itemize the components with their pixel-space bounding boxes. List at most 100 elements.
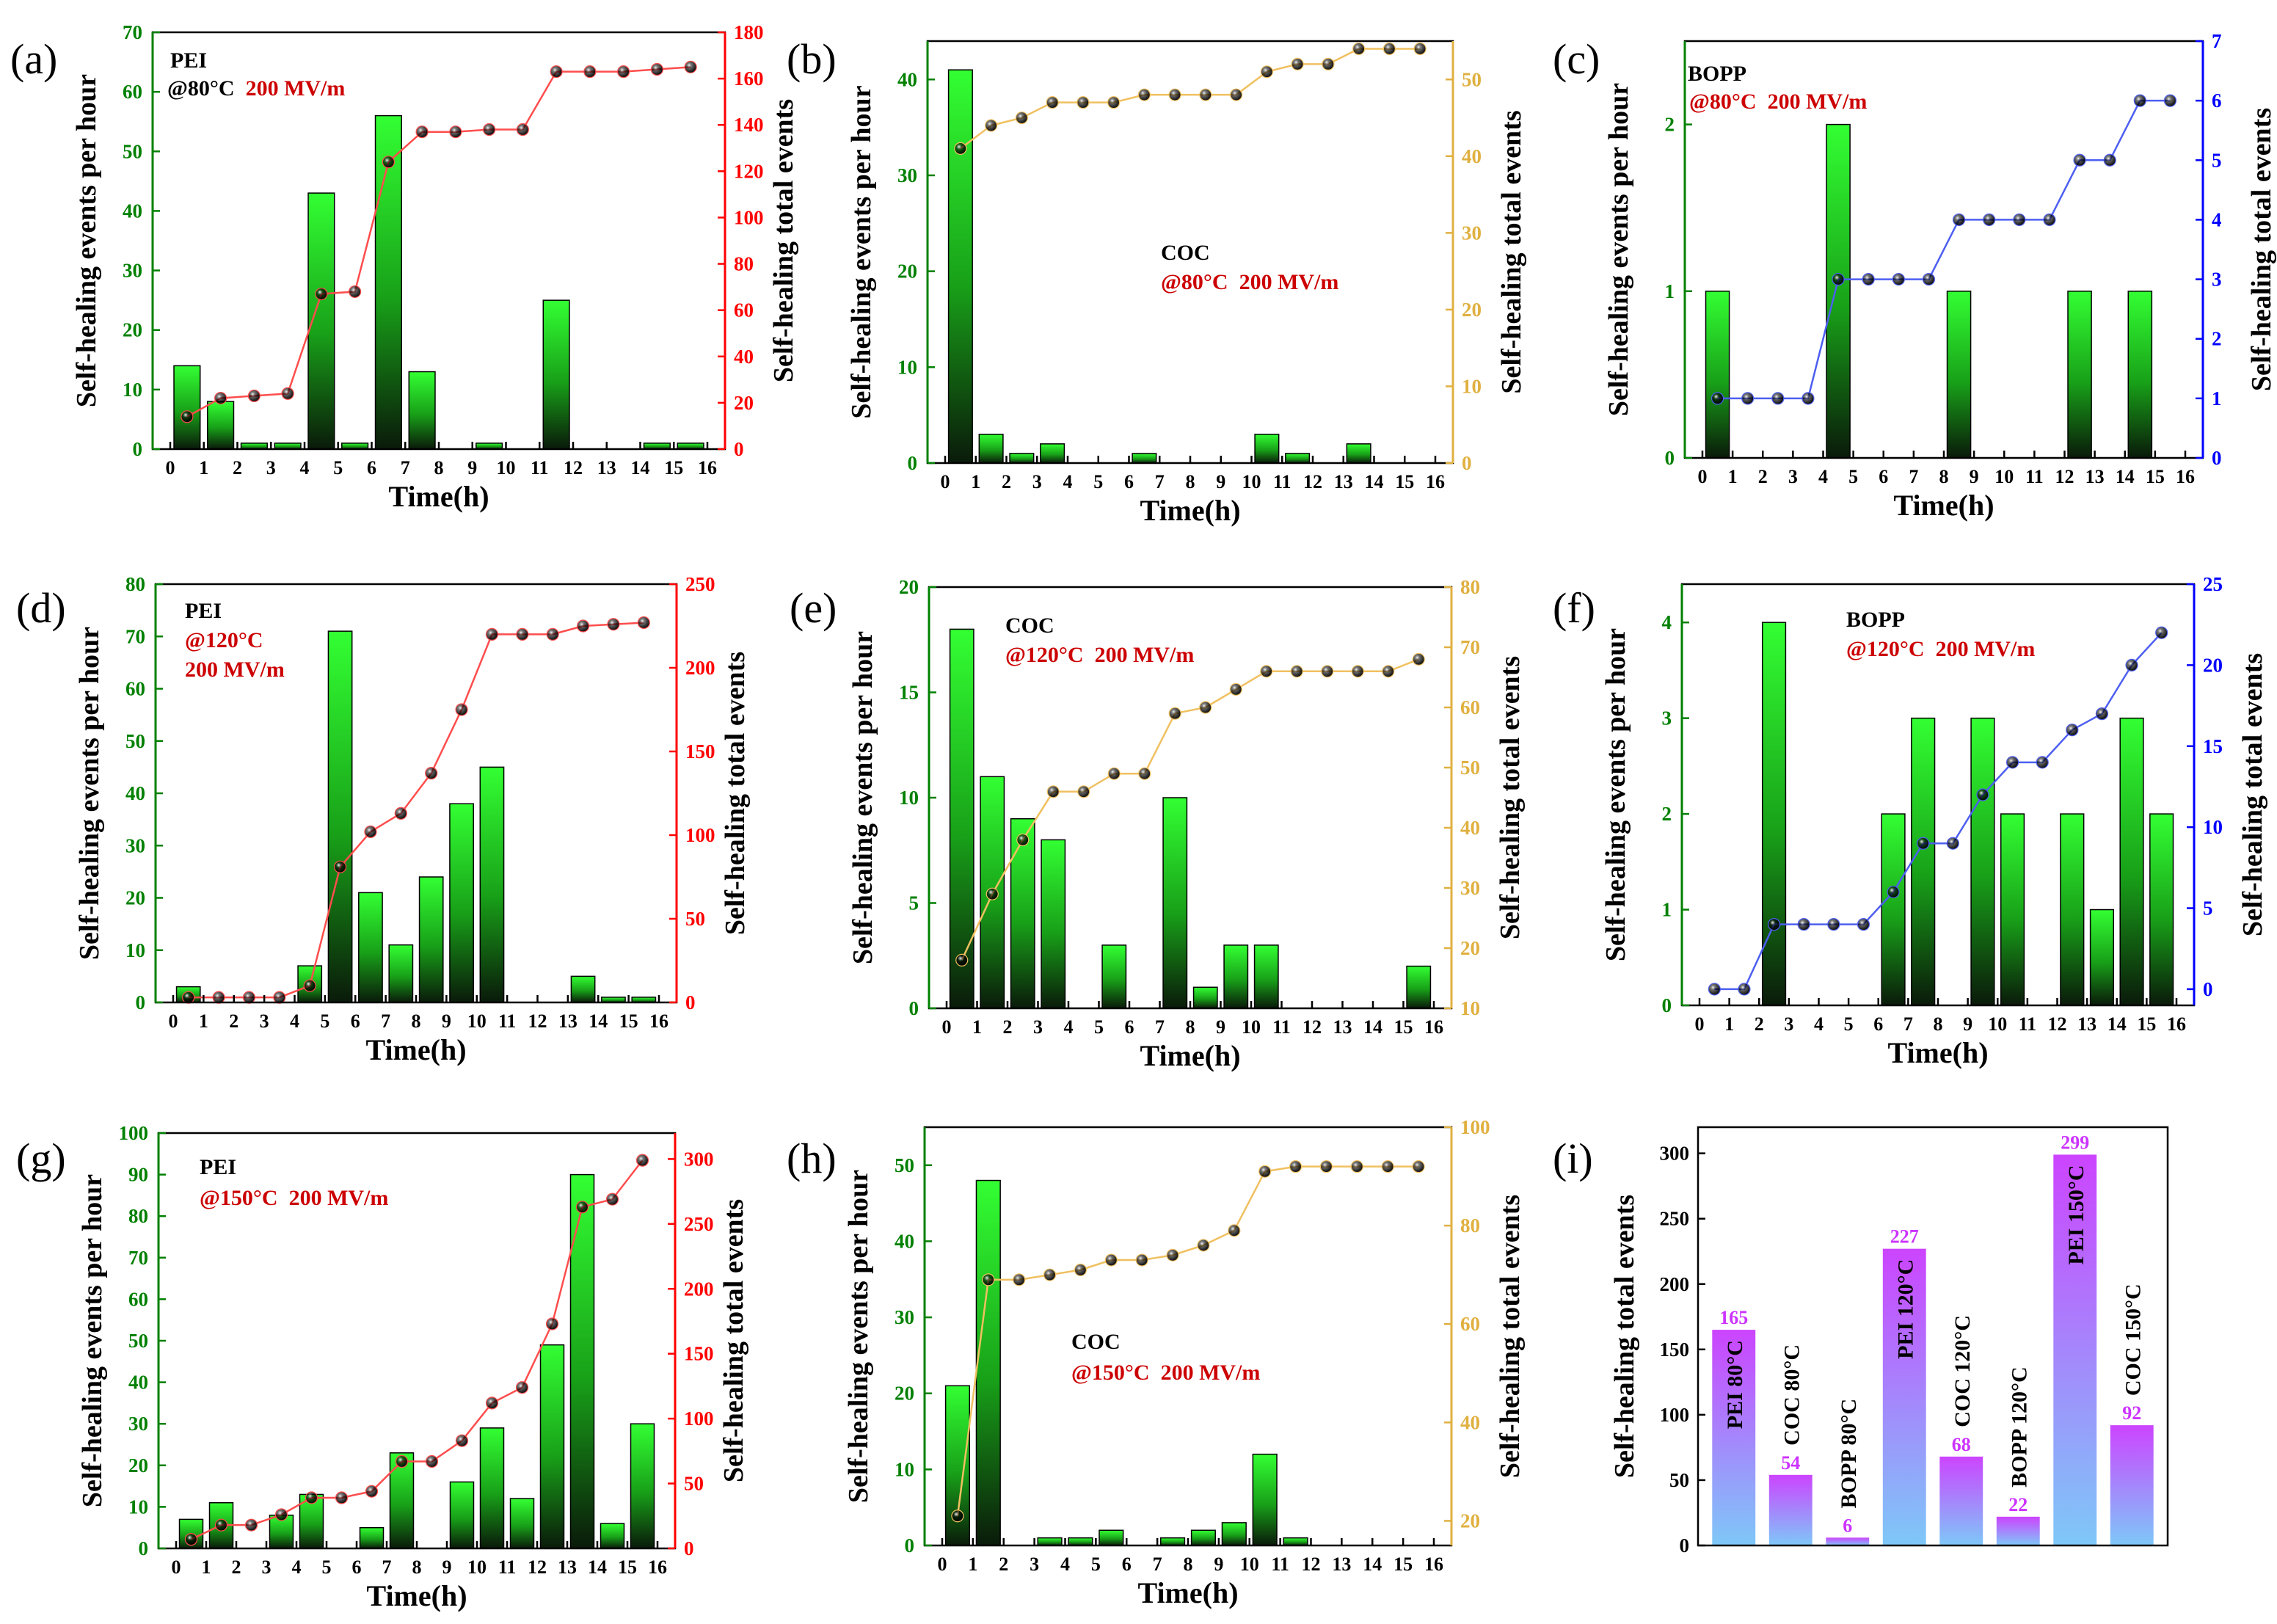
annotation-text: 200 MV/m (278, 1186, 389, 1210)
bar (1346, 443, 1371, 464)
annotation-line: 200 MV/m (185, 658, 285, 682)
annotation-text: COC (1005, 613, 1054, 638)
y2-axis-title: Self-healing total events (2237, 653, 2268, 936)
x-tick-label: 12 (1303, 1016, 1322, 1038)
line-point (425, 1454, 439, 1468)
x-tick-label: 13 (597, 457, 616, 478)
x-tick-label: 8 (434, 457, 444, 478)
y2-tick-label: 0 (1462, 452, 1472, 474)
line-point (637, 616, 650, 630)
y2-tick-label: 60 (734, 299, 754, 321)
line-point (985, 119, 998, 132)
bar (1010, 818, 1035, 1009)
y-tick-label: 20 (125, 887, 145, 909)
plot-frame (923, 1126, 1453, 1547)
x-tick-label: 10 (1994, 466, 2014, 487)
y2-tick-label: 20 (2203, 654, 2223, 676)
x-tick-label: 1 (199, 457, 208, 478)
bar (1705, 291, 1730, 459)
x-tick-label: 8 (1934, 1013, 1943, 1035)
line-point (617, 65, 630, 79)
x-tick-label: 10 (1240, 1554, 1259, 1575)
x-tick-label: 14 (2116, 466, 2135, 487)
panel-g: 0102030405060708090100050100150200250300… (16, 1122, 749, 1612)
x-tick-label: 1 (199, 1011, 208, 1032)
line-point (449, 125, 462, 139)
y-tick-label: 200 (1660, 1273, 1690, 1295)
x-tick-label: 3 (262, 1556, 272, 1578)
y-tick-label: 40 (895, 1230, 914, 1252)
annotation-text: 200 MV/m (185, 658, 285, 682)
x-tick-label: 0 (1695, 1013, 1705, 1035)
y-tick-label: 0 (905, 1534, 915, 1556)
y-tick-label: 20 (899, 576, 919, 598)
annotation-line: @80°C 200 MV/m (167, 76, 345, 101)
y2-tick-label: 40 (1460, 1411, 1480, 1433)
x-tick-label: 9 (1970, 466, 1979, 487)
y-tick-label: 1 (1662, 899, 1672, 921)
x-tick-label: 6 (1122, 1554, 1132, 1575)
bar (569, 1173, 595, 1549)
bar (1826, 123, 1851, 459)
annotation-text: @150°C (1071, 1361, 1150, 1385)
line-point (485, 627, 499, 641)
bar (449, 803, 474, 1003)
x-tick-label: 16 (698, 457, 717, 478)
line-point (2095, 707, 2109, 721)
annotation-line: PEI (200, 1155, 236, 1179)
line-point (1771, 392, 1785, 405)
line-point (1319, 1160, 1333, 1173)
category-label: COC 150°C (2121, 1283, 2145, 1396)
bar (1406, 965, 1432, 1009)
bar (1192, 986, 1218, 1009)
annotation-line: @150°C 200 MV/m (1071, 1361, 1260, 1385)
x-tick-label: 16 (2176, 466, 2195, 487)
series-line (956, 1165, 1419, 1516)
y2-tick-label: 100 (1460, 1116, 1490, 1138)
y-tick-label: 40 (123, 200, 142, 222)
line-point (2133, 94, 2146, 107)
line-point (1104, 1253, 1118, 1267)
bar (1254, 434, 1280, 464)
bar (2149, 813, 2174, 1006)
x-tick-label: 1 (972, 1016, 982, 1038)
y2-tick-label: 60 (1460, 1313, 1480, 1335)
x-tick-label: 5 (320, 1011, 329, 1032)
bar (2110, 1425, 2154, 1545)
line-point (335, 1491, 349, 1504)
series-line (1714, 632, 2163, 991)
x-tick-label: 8 (1184, 1554, 1193, 1575)
bar (949, 628, 974, 1009)
panel-label: (b) (787, 35, 837, 83)
series-line (1717, 99, 2171, 400)
bar (1253, 944, 1279, 1009)
y2-tick-label: 300 (684, 1148, 714, 1170)
y2-tick-label: 10 (1460, 997, 1480, 1019)
line-point (247, 389, 261, 403)
line-point (576, 619, 590, 633)
y-tick-label: 70 (128, 1247, 148, 1269)
y-tick-label: 50 (125, 730, 145, 752)
y2-tick-label: 50 (1460, 757, 1480, 779)
line-point (1976, 788, 1989, 801)
x-tick-label: 10 (1242, 471, 1261, 492)
y-tick-label: 10 (123, 379, 142, 401)
line-point (1290, 665, 1303, 678)
y-tick-label: 15 (899, 682, 919, 704)
y2-tick-label: 100 (685, 824, 715, 846)
y-tick-label: 40 (897, 68, 917, 90)
line-point (184, 1533, 198, 1546)
bar (600, 1523, 625, 1549)
x-tick-label: 15 (1395, 471, 1414, 492)
line-point (550, 65, 563, 79)
bar (1946, 291, 1972, 459)
annotation-line: BOPP (1846, 608, 1905, 632)
line-point (1801, 392, 1815, 405)
x-tick-label: 9 (1963, 1013, 1972, 1035)
bar (449, 1481, 475, 1549)
x-tick-label: 12 (1303, 471, 1322, 492)
x-tick-label: 11 (498, 1011, 517, 1032)
line-point (1857, 918, 1870, 931)
y2-axis-title: Self-healing total events (768, 99, 799, 382)
